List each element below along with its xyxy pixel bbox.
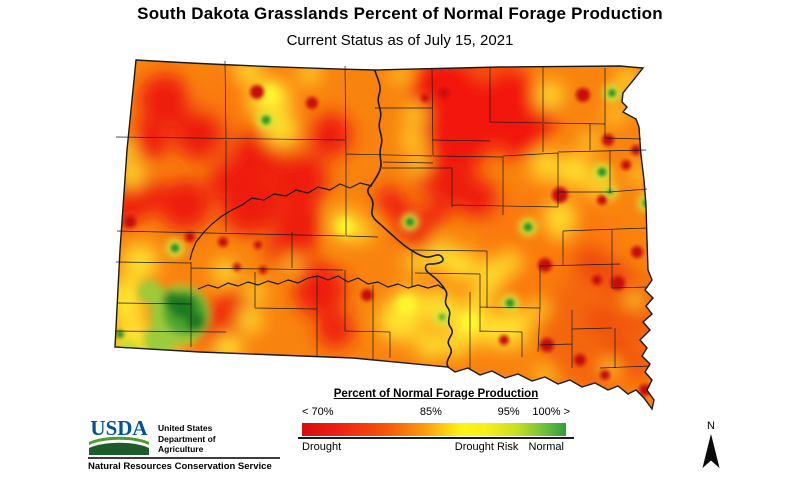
scale-label-100: 100% > xyxy=(532,406,570,418)
scale-label-70: < 70% xyxy=(302,406,334,418)
usda-logo: USDA xyxy=(89,418,149,455)
scale-label-95: 95% xyxy=(497,406,520,418)
legend-divider xyxy=(298,437,574,439)
missouri-river xyxy=(367,70,453,368)
north-arrow-icon xyxy=(702,433,720,469)
agency-org-line-3: Agriculture xyxy=(158,444,204,454)
legend-scale-labels: < 70% 85% 95% 100% > xyxy=(302,406,570,419)
agency-service-name: Natural Resources Conservation Service xyxy=(88,461,272,472)
usda-logo-text: USDA xyxy=(90,418,148,440)
page-subtitle: Current Status as of July 15, 2021 xyxy=(286,32,514,49)
state-outline xyxy=(114,59,655,411)
agency-org-line-2: Department of xyxy=(158,433,216,444)
agency-org-line-1: United States xyxy=(158,423,213,433)
legend-category-labels: Drought Drought Risk Normal xyxy=(302,441,570,454)
legend-title: Percent of Normal Forage Production xyxy=(333,388,539,400)
page-title: South Dakota Grasslands Percent of Norma… xyxy=(137,4,663,23)
usda-swoosh-light xyxy=(89,436,149,445)
compass: N xyxy=(699,420,723,472)
usda-swoosh-dark xyxy=(89,442,149,455)
agency-org-lines: United States Department of Agriculture xyxy=(158,423,216,455)
scale-label-85: 85% xyxy=(419,406,442,418)
agency-divider xyxy=(88,457,280,459)
compass-label: N xyxy=(707,420,715,432)
agency-block: USDA United States Department of Agricul… xyxy=(88,418,280,474)
category-label-drought-risk: Drought Risk xyxy=(454,441,519,453)
legend-gradient-bar xyxy=(302,423,566,436)
category-label-normal: Normal xyxy=(528,441,564,453)
white-river xyxy=(197,275,445,290)
county-boundaries xyxy=(115,60,651,370)
legend: Percent of Normal Forage Production < 70… xyxy=(298,388,574,460)
heatmap-surface xyxy=(115,60,654,409)
cheyenne-river xyxy=(189,182,373,261)
category-label-drought: Drought xyxy=(302,441,342,453)
